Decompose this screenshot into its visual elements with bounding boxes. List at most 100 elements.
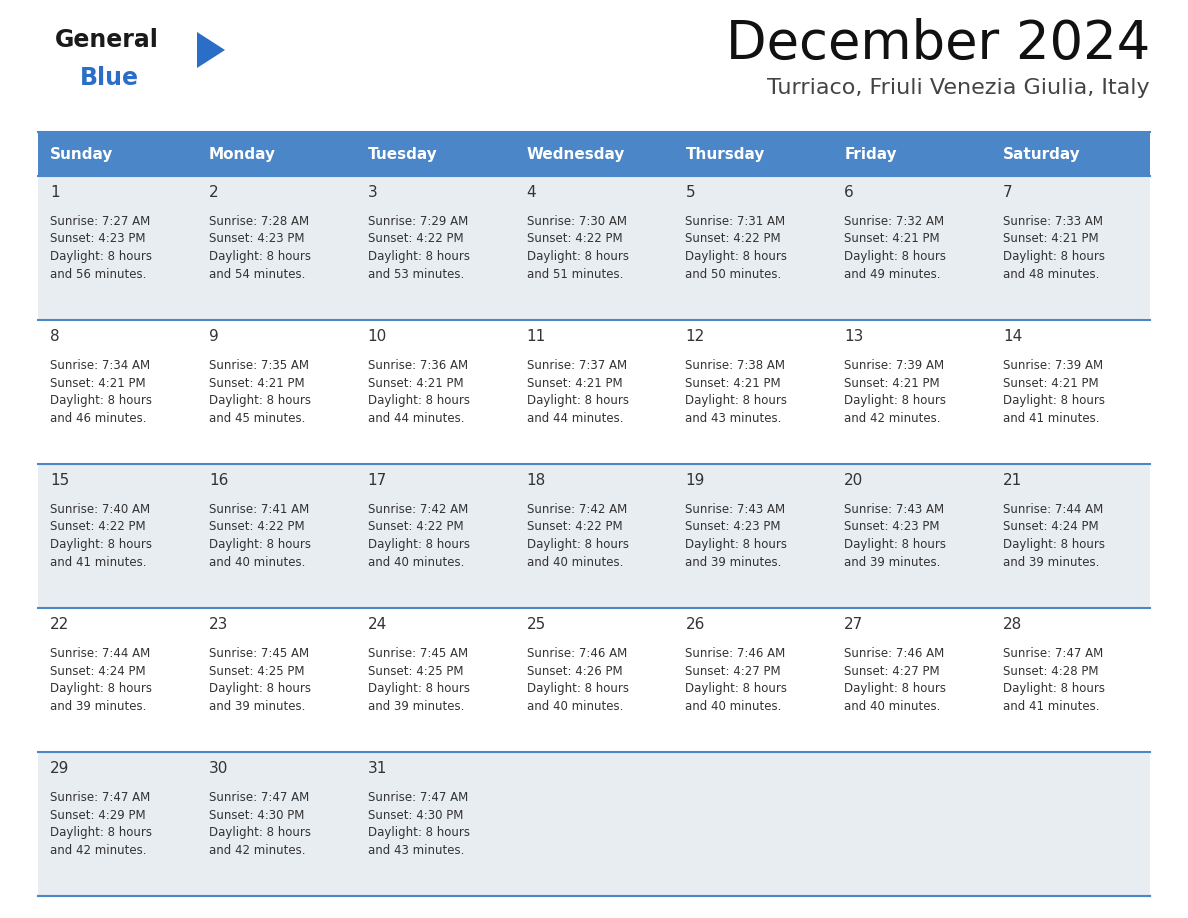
Text: 11: 11 [526,329,545,344]
Text: and 49 minutes.: and 49 minutes. [845,267,941,281]
Text: Daylight: 8 hours: Daylight: 8 hours [526,682,628,695]
Text: Daylight: 8 hours: Daylight: 8 hours [209,538,311,551]
Text: 6: 6 [845,185,854,200]
Text: Sunset: 4:24 PM: Sunset: 4:24 PM [1003,521,1099,533]
Text: Sunrise: 7:47 AM: Sunrise: 7:47 AM [1003,647,1104,660]
Text: 31: 31 [368,761,387,776]
Text: Monday: Monday [209,147,276,162]
Text: Sunset: 4:21 PM: Sunset: 4:21 PM [368,376,463,389]
Text: 9: 9 [209,329,219,344]
Text: Sunrise: 7:39 AM: Sunrise: 7:39 AM [1003,359,1104,372]
Text: Sunrise: 7:47 AM: Sunrise: 7:47 AM [209,791,309,804]
Text: 13: 13 [845,329,864,344]
Text: Turriaco, Friuli Venezia Giulia, Italy: Turriaco, Friuli Venezia Giulia, Italy [767,78,1150,98]
Text: Daylight: 8 hours: Daylight: 8 hours [845,682,947,695]
Text: Sunrise: 7:28 AM: Sunrise: 7:28 AM [209,215,309,228]
Text: Daylight: 8 hours: Daylight: 8 hours [50,826,152,839]
Text: and 42 minutes.: and 42 minutes. [209,844,305,856]
Text: and 39 minutes.: and 39 minutes. [685,555,782,568]
Text: Sunset: 4:25 PM: Sunset: 4:25 PM [368,665,463,677]
Text: Sunrise: 7:39 AM: Sunrise: 7:39 AM [845,359,944,372]
Bar [38,176,1150,320]
Text: Daylight: 8 hours: Daylight: 8 hours [685,682,788,695]
Text: Sunrise: 7:40 AM: Sunrise: 7:40 AM [50,503,150,516]
Text: and 42 minutes.: and 42 minutes. [50,844,146,856]
Text: Sunset: 4:21 PM: Sunset: 4:21 PM [1003,232,1099,245]
Text: Sunset: 4:28 PM: Sunset: 4:28 PM [1003,665,1099,677]
Text: 14: 14 [1003,329,1023,344]
Text: Sunset: 4:30 PM: Sunset: 4:30 PM [368,809,463,822]
Text: Sunset: 4:23 PM: Sunset: 4:23 PM [845,521,940,533]
Text: Daylight: 8 hours: Daylight: 8 hours [50,682,152,695]
Bar [38,320,1150,464]
Text: 29: 29 [50,761,69,776]
Text: and 41 minutes.: and 41 minutes. [50,555,146,568]
Text: Sunrise: 7:45 AM: Sunrise: 7:45 AM [368,647,468,660]
Bar [38,752,1150,896]
Text: Sunrise: 7:46 AM: Sunrise: 7:46 AM [526,647,627,660]
Text: Daylight: 8 hours: Daylight: 8 hours [368,538,469,551]
Text: and 41 minutes.: and 41 minutes. [1003,700,1100,712]
Text: Sunset: 4:25 PM: Sunset: 4:25 PM [209,665,304,677]
Text: Sunrise: 7:44 AM: Sunrise: 7:44 AM [50,647,150,660]
Text: Sunrise: 7:37 AM: Sunrise: 7:37 AM [526,359,627,372]
Text: Daylight: 8 hours: Daylight: 8 hours [209,394,311,407]
Text: 18: 18 [526,473,545,488]
Text: General: General [55,28,159,52]
Text: Daylight: 8 hours: Daylight: 8 hours [1003,682,1105,695]
Text: Daylight: 8 hours: Daylight: 8 hours [368,826,469,839]
Text: and 48 minutes.: and 48 minutes. [1003,267,1100,281]
Text: Sunset: 4:22 PM: Sunset: 4:22 PM [50,521,146,533]
Text: Sunset: 4:23 PM: Sunset: 4:23 PM [685,521,781,533]
Text: Sunset: 4:27 PM: Sunset: 4:27 PM [685,665,781,677]
Text: 2: 2 [209,185,219,200]
Text: and 40 minutes.: and 40 minutes. [209,555,305,568]
Text: and 39 minutes.: and 39 minutes. [209,700,305,712]
Text: Sunset: 4:22 PM: Sunset: 4:22 PM [209,521,304,533]
Text: Sunset: 4:22 PM: Sunset: 4:22 PM [526,521,623,533]
Text: Sunrise: 7:46 AM: Sunrise: 7:46 AM [685,647,785,660]
Text: 4: 4 [526,185,536,200]
Text: and 53 minutes.: and 53 minutes. [368,267,465,281]
Text: Sunset: 4:22 PM: Sunset: 4:22 PM [368,521,463,533]
Text: Daylight: 8 hours: Daylight: 8 hours [209,682,311,695]
Text: Sunrise: 7:30 AM: Sunrise: 7:30 AM [526,215,626,228]
Text: Sunset: 4:21 PM: Sunset: 4:21 PM [845,232,940,245]
Text: and 39 minutes.: and 39 minutes. [1003,555,1100,568]
Text: Sunrise: 7:47 AM: Sunrise: 7:47 AM [50,791,150,804]
Text: and 50 minutes.: and 50 minutes. [685,267,782,281]
Text: and 54 minutes.: and 54 minutes. [209,267,305,281]
Text: 16: 16 [209,473,228,488]
Text: Sunrise: 7:34 AM: Sunrise: 7:34 AM [50,359,150,372]
Text: 17: 17 [368,473,387,488]
Text: Tuesday: Tuesday [368,147,437,162]
Text: 20: 20 [845,473,864,488]
Text: Sunset: 4:26 PM: Sunset: 4:26 PM [526,665,623,677]
Text: Daylight: 8 hours: Daylight: 8 hours [209,826,311,839]
Text: Sunrise: 7:42 AM: Sunrise: 7:42 AM [526,503,627,516]
Text: and 44 minutes.: and 44 minutes. [368,411,465,424]
Text: and 42 minutes.: and 42 minutes. [845,411,941,424]
Text: Sunrise: 7:43 AM: Sunrise: 7:43 AM [845,503,944,516]
Text: Daylight: 8 hours: Daylight: 8 hours [368,682,469,695]
Polygon shape [197,32,225,68]
Text: Daylight: 8 hours: Daylight: 8 hours [526,538,628,551]
Text: Daylight: 8 hours: Daylight: 8 hours [845,538,947,551]
Bar [38,608,1150,752]
Text: Blue: Blue [80,66,139,90]
Text: Daylight: 8 hours: Daylight: 8 hours [1003,538,1105,551]
Text: and 39 minutes.: and 39 minutes. [50,700,146,712]
Text: 25: 25 [526,617,545,632]
Text: 19: 19 [685,473,704,488]
Text: Daylight: 8 hours: Daylight: 8 hours [368,250,469,263]
Text: 10: 10 [368,329,387,344]
Text: and 46 minutes.: and 46 minutes. [50,411,146,424]
Text: 15: 15 [50,473,69,488]
Text: 1: 1 [50,185,59,200]
Text: Sunrise: 7:27 AM: Sunrise: 7:27 AM [50,215,150,228]
Text: Daylight: 8 hours: Daylight: 8 hours [526,394,628,407]
Text: Wednesday: Wednesday [526,147,625,162]
Text: 5: 5 [685,185,695,200]
Text: Daylight: 8 hours: Daylight: 8 hours [526,250,628,263]
Text: 3: 3 [368,185,378,200]
